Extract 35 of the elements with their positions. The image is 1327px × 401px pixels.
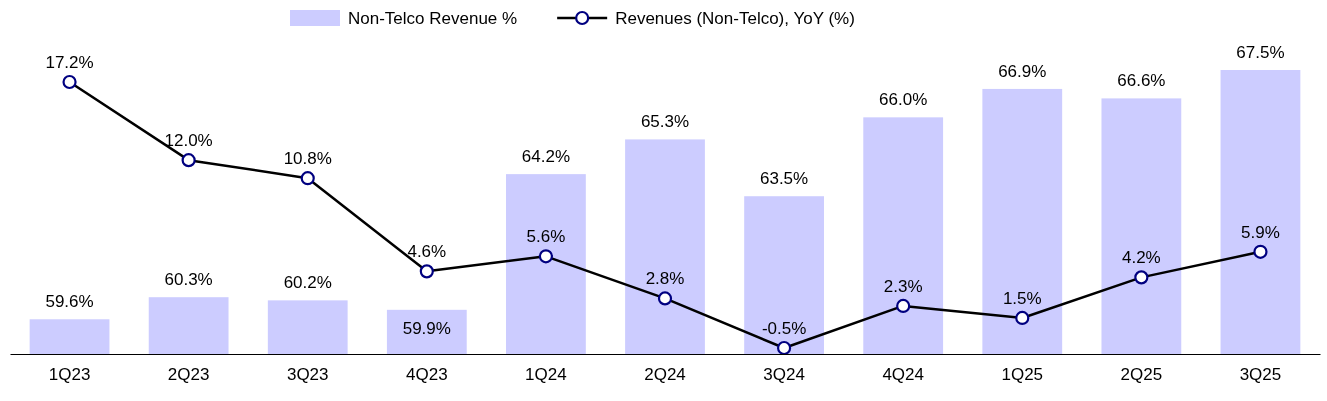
data-label: 66.0% [879, 90, 928, 110]
data-label: 2.3% [883, 276, 923, 296]
data-label: 1.5% [1002, 288, 1042, 308]
data-label: 60.2% [283, 273, 332, 293]
x-tick-label: 4Q24 [882, 365, 924, 385]
x-tick-label: 2Q23 [167, 365, 210, 385]
data-label: 5.9% [1241, 222, 1280, 242]
data-label: -0.5% [761, 319, 807, 338]
data-label: 59.9% [402, 318, 451, 338]
x-tick-label: 2Q24 [644, 365, 686, 385]
data-label: 66.6% [1117, 71, 1166, 91]
x-tick-label: 1Q23 [48, 365, 91, 385]
data-label: 12.0% [164, 131, 213, 151]
data-label: 4.2% [1121, 248, 1161, 268]
data-label: 64.2% [521, 147, 571, 167]
data-label: 4.6% [407, 242, 447, 262]
x-tick-label: 2Q25 [1120, 365, 1163, 385]
data-label: 10.8% [283, 149, 332, 169]
data-label: 2.8% [645, 269, 685, 289]
x-tick-label: 3Q24 [763, 365, 805, 385]
x-tick-label: 4Q23 [406, 365, 448, 385]
data-label: 59.6% [45, 292, 94, 312]
x-tick-label: 3Q25 [1239, 365, 1282, 385]
x-tick-label: 1Q25 [1001, 365, 1044, 385]
legend-label: Revenues (Non-Telco), YoY (%) [615, 9, 855, 28]
data-label: 67.5% [1236, 43, 1285, 62]
legend-label: Non-Telco Revenue % [348, 9, 518, 28]
x-tick-label: 1Q24 [525, 365, 567, 385]
x-tick-label: 3Q23 [286, 365, 329, 385]
data-label: 63.5% [759, 169, 809, 189]
data-label: 17.2% [45, 53, 94, 72]
data-label: 60.3% [164, 270, 213, 290]
data-label: 65.3% [640, 112, 690, 132]
data-label: 66.9% [998, 61, 1047, 81]
data-label: 5.6% [526, 227, 566, 247]
